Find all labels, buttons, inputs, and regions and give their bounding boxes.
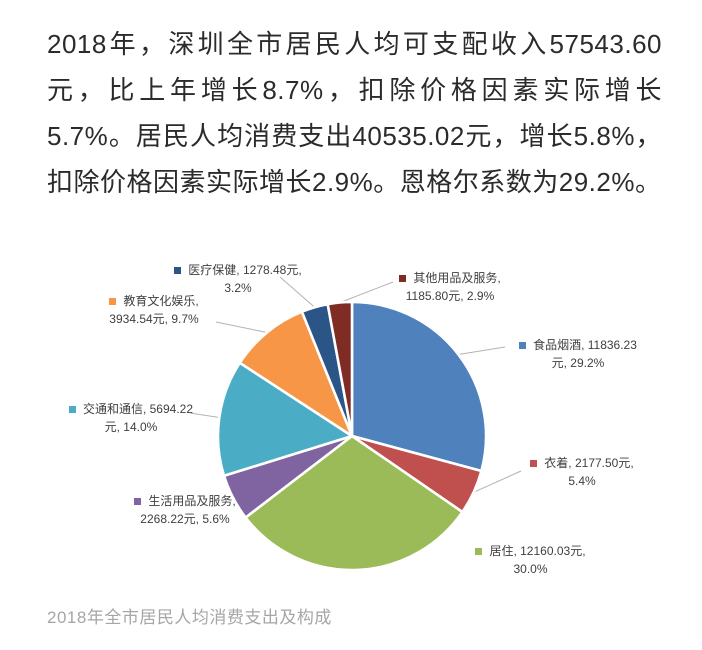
pie-label-pct: 30.0% — [513, 562, 548, 576]
pie-slice — [326, 300, 354, 438]
pie-label-pct: 元, 14.0% — [104, 420, 158, 434]
pie-chart-figure: 食品烟酒, 11836.23 元, 29.2% 衣着, 2177.50元, 5.4% 居… — [0, 248, 702, 608]
legend-key-icon — [399, 274, 407, 282]
pie-label-pct: 3934.54元, 9.7% — [109, 312, 199, 326]
pie-data-label: 居住, 12160.03元, 30.0% — [448, 542, 613, 578]
pie-chart — [189, 276, 522, 572]
pie-slice — [244, 434, 464, 572]
legend-key-icon — [134, 497, 142, 505]
pie-label-text: 生活用品及服务, — [148, 494, 236, 508]
pie-slice — [238, 310, 354, 438]
intro-paragraph: 2018年，深圳全市居民人均可支配收入57543.60元，比上年增长8.7%，扣… — [47, 29, 662, 197]
pie-slice — [350, 300, 488, 473]
pie-label-text: 居住, 12160.03元, — [489, 544, 586, 558]
pie-label-text: 医疗保健, 1278.48元, — [188, 263, 302, 277]
pie-slice — [216, 361, 354, 478]
leader-line — [473, 470, 522, 493]
leader-line — [458, 346, 506, 355]
legend-key-icon — [530, 459, 538, 467]
pie-label-pct: 2268.22元, 5.6% — [140, 512, 230, 526]
pie-data-label: 教育文化娱乐, 3934.54元, 9.7% — [88, 292, 220, 328]
pie-label-text: 食品烟酒, 11836.23 — [533, 338, 637, 352]
pie-label-pct: 元, 29.2% — [551, 356, 605, 370]
pie-data-label: 其他用品及服务, 1185.80元, 2.9% — [385, 269, 515, 305]
pie-data-label: 生活用品及服务, 2268.22元, 5.6% — [120, 492, 250, 528]
pie-label-text: 衣着, 2177.50元, — [544, 456, 634, 470]
leader-line — [215, 321, 268, 333]
pie-data-label: 衣着, 2177.50元, 5.4% — [512, 454, 652, 490]
pie-label-text: 教育文化娱乐, — [123, 294, 199, 308]
pie-label-pct: 5.4% — [568, 474, 596, 488]
pie-data-label: 交通和通信, 5694.22 元, 14.0% — [62, 400, 200, 436]
pie-label-pct: 3.2% — [224, 281, 252, 295]
pie-label-text: 其他用品及服务, — [413, 271, 501, 285]
legend-key-icon — [475, 547, 483, 555]
leader-line — [279, 276, 315, 308]
chart-caption: 2018年全市居民人均消费支出及构成 — [47, 608, 332, 627]
legend-key-icon — [174, 266, 182, 274]
legend-key-icon — [109, 297, 117, 305]
leader-line — [339, 281, 394, 304]
pie-label-text: 交通和通信, 5694.22 — [82, 402, 194, 416]
legend-key-icon — [519, 341, 527, 349]
pie-label-pct: 1185.80元, 2.9% — [405, 289, 495, 303]
pie-data-label: 食品烟酒, 11836.23 元, 29.2% — [498, 336, 658, 372]
pie-data-label: 医疗保健, 1278.48元, 3.2% — [138, 261, 338, 297]
legend-key-icon — [68, 405, 76, 413]
leader-line — [189, 412, 220, 418]
